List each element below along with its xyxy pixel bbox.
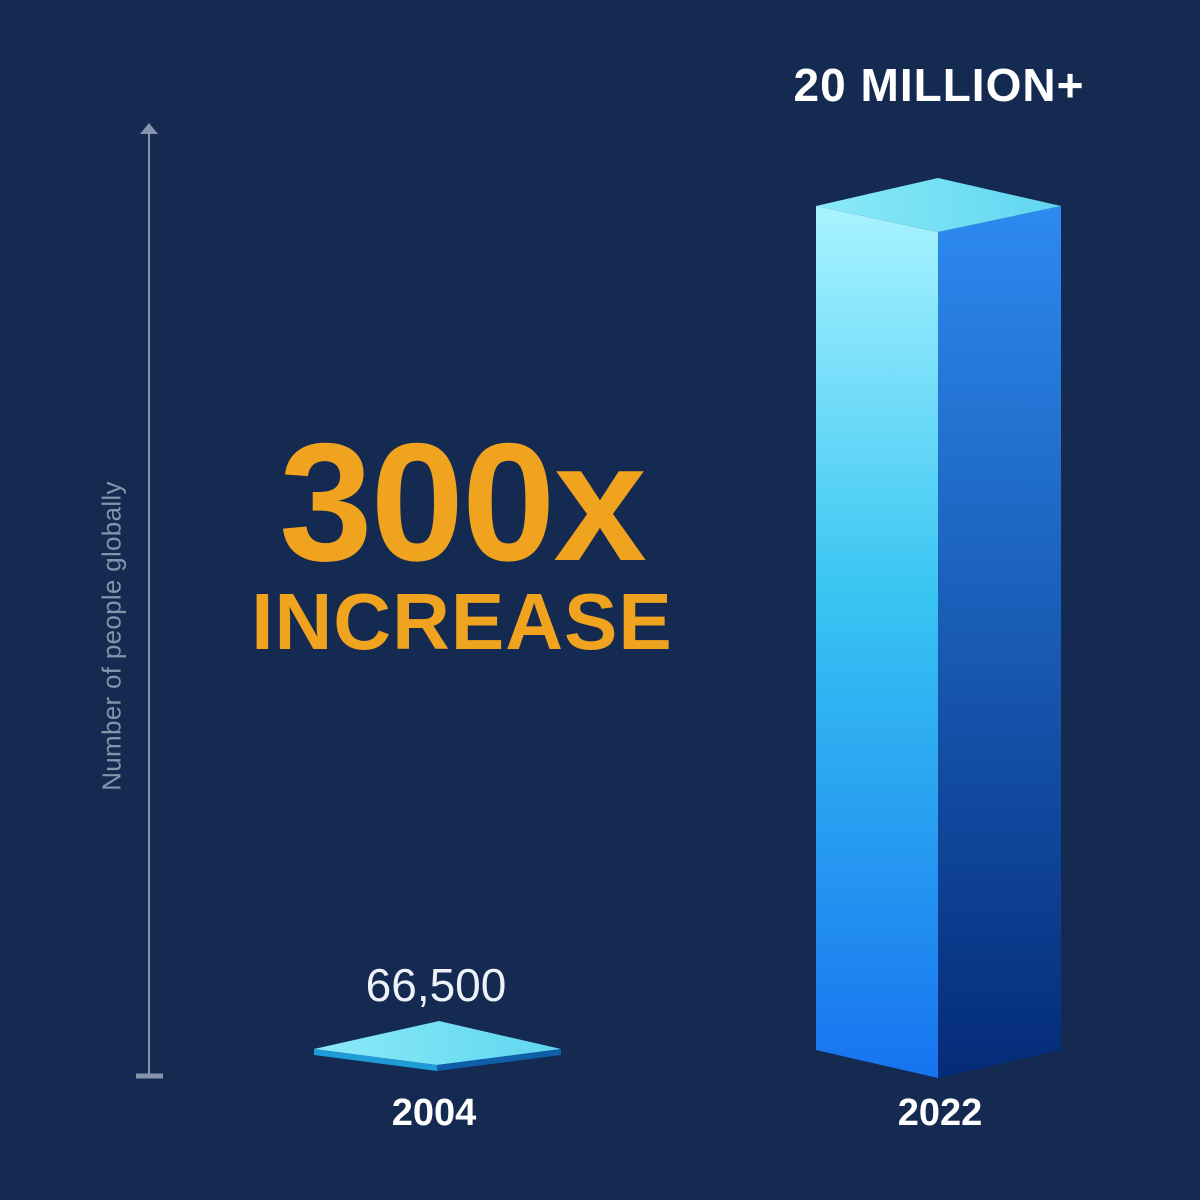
data-label-2022: 20 MILLION+ — [793, 59, 1085, 111]
category-label-2004: 2004 — [391, 1092, 477, 1134]
headline-increase: INCREASE — [251, 577, 673, 666]
bar-front-2004 — [314, 1049, 437, 1071]
bars — [314, 178, 1061, 1078]
bar-side-2004 — [437, 1049, 561, 1071]
data-label-2004: 66,500 — [365, 959, 507, 1011]
category-label-2022: 2022 — [897, 1092, 983, 1134]
headline-multiplier: 300x — [279, 408, 647, 596]
bar-top-2022 — [816, 178, 1061, 233]
bar-top-2004 — [314, 1021, 561, 1065]
bar-2022 — [816, 178, 1061, 1078]
bar-side-2022 — [938, 206, 1061, 1078]
bar-front-2022 — [816, 206, 938, 1078]
y-axis — [136, 123, 163, 1079]
y-axis-arrow-icon — [140, 123, 158, 134]
bar-2004 — [314, 1021, 561, 1071]
y-axis-label: Number of people globally — [96, 481, 127, 791]
